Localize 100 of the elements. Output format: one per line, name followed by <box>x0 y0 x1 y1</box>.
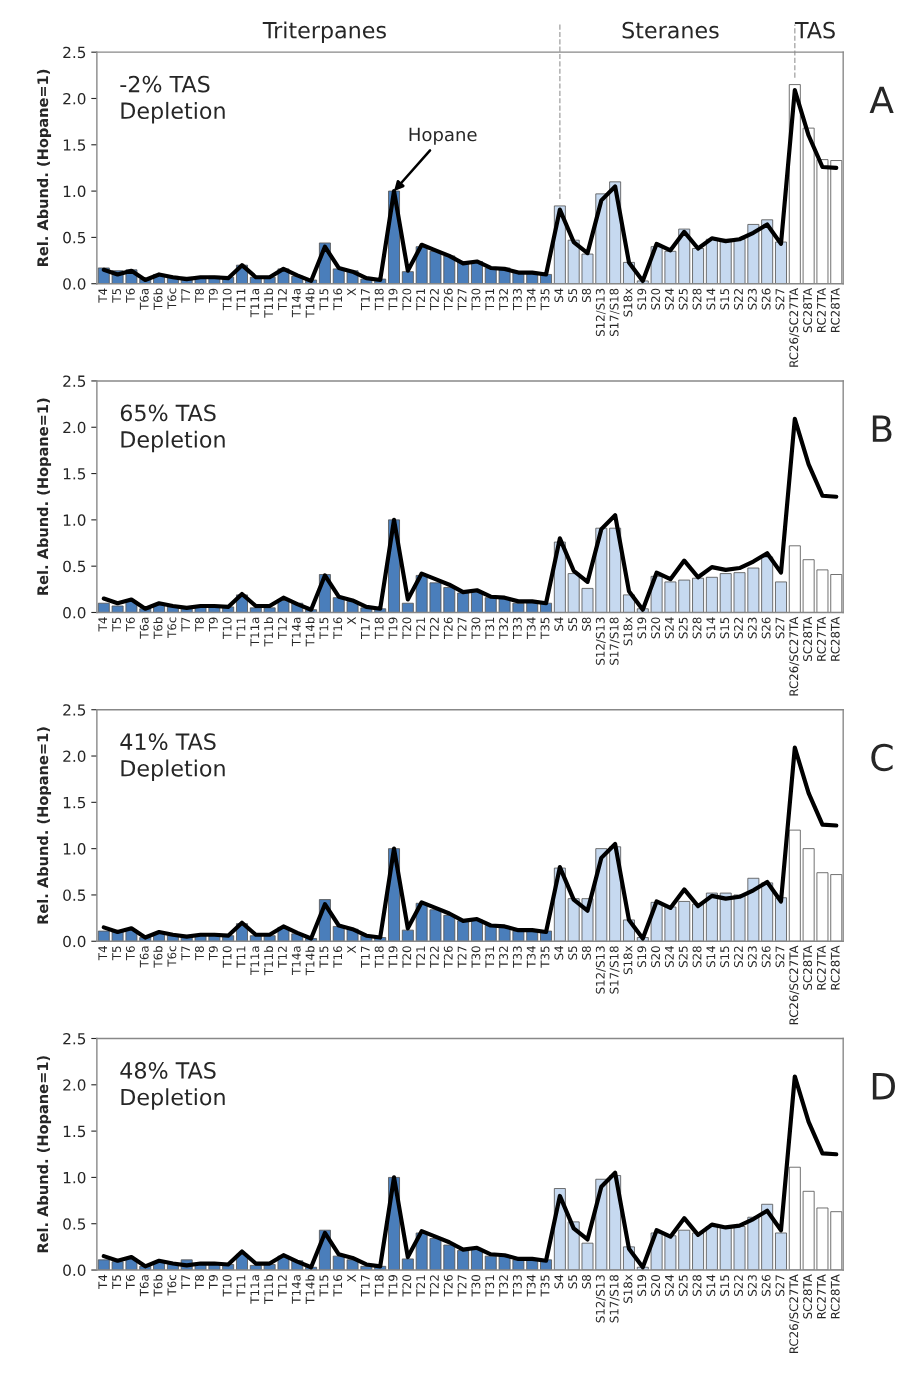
x-tick-label: T12 <box>277 946 287 968</box>
x-tick-label: S17/S18 <box>609 617 620 665</box>
y-tick-label: 0.0 <box>63 935 86 948</box>
x-tick-label: T30 <box>471 617 481 639</box>
x-tick-label: T21 <box>416 946 425 968</box>
x-tick-label: S24 <box>664 946 674 968</box>
bar <box>775 1232 787 1271</box>
x-tick-label: S26 <box>761 946 771 968</box>
x-tick-label: T7 <box>181 288 190 303</box>
x-tick-label: T21 <box>416 617 425 639</box>
x-tick-label: T32 <box>499 946 508 968</box>
x-tick-label: T9 <box>208 1275 218 1289</box>
y-tick-label: 2.5 <box>63 1032 86 1045</box>
x-tick-label: T20 <box>402 617 412 639</box>
x-tick-label: X <box>347 617 356 625</box>
x-tick-label: S8 <box>582 1275 591 1289</box>
x-tick-label: RC26/SC27TA <box>789 1274 800 1354</box>
x-tick-label: T6c <box>167 288 177 310</box>
x-tick-label: T34 <box>526 617 536 639</box>
x-tick-label: T27 <box>457 617 467 639</box>
x-tick-label: S12/S13 <box>595 288 606 337</box>
x-tick-label: T26 <box>443 1274 453 1297</box>
x-tick-label: T6c <box>167 1274 177 1296</box>
x-tick-label: S28 <box>692 617 702 639</box>
x-tick-label: T35 <box>540 1275 550 1297</box>
y-axis-title: Rel. Abund. (Hopane=1) <box>36 1056 52 1253</box>
x-tick-label: T14b <box>305 946 315 976</box>
text: B <box>872 415 892 442</box>
x-tick-label: T7 <box>181 1275 190 1289</box>
x-tick-label: T6c <box>167 946 177 967</box>
x-tick-label: S23 <box>747 946 757 968</box>
x-tick-label: T5 <box>112 1275 122 1289</box>
x-tick-label: T11a <box>250 1275 260 1304</box>
x-tick-label: T6a <box>139 946 149 968</box>
y-axis-title: Rel. Abund. (Hopane=1) <box>36 727 52 924</box>
x-tick-label: T6c <box>167 617 177 638</box>
x-tick-label: T14a <box>291 946 301 975</box>
y-tick-label: 2.0 <box>63 1079 86 1091</box>
x-tick-label: S12/S13 <box>595 946 606 994</box>
x-tick-label: T16 <box>333 617 343 639</box>
bar <box>692 248 705 284</box>
x-tick-label: T34 <box>526 946 536 968</box>
x-tick-label: T21 <box>416 288 425 311</box>
x-tick-label: T30 <box>471 288 481 311</box>
y-tick-label: 1.0 <box>63 514 86 526</box>
x-tick-label: T33 <box>512 946 522 968</box>
x-tick-label: RC26/SC27TA <box>789 945 800 1025</box>
x-tick-label: T7 <box>181 946 190 961</box>
x-tick-label: S20 <box>651 946 661 968</box>
x-tick-label: RC28TA <box>830 1274 840 1319</box>
x-tick-label: S25 <box>678 1275 688 1296</box>
x-tick-label: T17 <box>361 1275 370 1297</box>
x-tick-label: T21 <box>416 1275 425 1297</box>
x-tick-label: T31 <box>485 288 495 311</box>
x-tick-label: S27 <box>775 1275 785 1296</box>
x-tick-label: T22 <box>429 617 439 639</box>
x-tick-label: T27 <box>457 288 467 311</box>
x-tick-label: T11a <box>250 288 260 318</box>
x-tick-label: T32 <box>499 617 508 639</box>
x-tick-label: S20 <box>651 617 661 639</box>
x-tick-label: T8 <box>195 617 204 632</box>
y-tick-label: 0.0 <box>63 278 86 290</box>
x-tick-label: T19 <box>388 946 398 968</box>
x-tick-label: T11b <box>263 617 274 647</box>
x-tick-label: S27 <box>775 288 785 310</box>
x-tick-label: T35 <box>540 617 550 639</box>
x-tick-label: S15 <box>720 946 730 968</box>
x-tick-label: S5 <box>568 617 578 631</box>
x-tick-label: S27 <box>775 617 785 639</box>
x-tick-label: T4 <box>98 617 108 632</box>
x-tick-label: T14a <box>291 1275 301 1304</box>
x-tick-label: T12 <box>277 289 287 311</box>
x-tick-label: T6 <box>125 288 135 303</box>
x-tick-label: S4 <box>554 946 564 960</box>
x-tick-label: T31 <box>485 1275 495 1297</box>
text: A <box>869 86 894 114</box>
x-tick-label: T30 <box>471 1274 481 1297</box>
y-tick-label: 2.0 <box>63 750 86 763</box>
bar <box>775 581 787 613</box>
x-tick-label: S8 <box>582 617 591 631</box>
x-tick-label: S18x <box>623 288 633 317</box>
bar <box>705 238 718 284</box>
bar <box>705 576 718 613</box>
bar <box>705 892 718 942</box>
x-tick-label: T11 <box>236 288 246 311</box>
bar <box>692 903 705 942</box>
x-tick-label: T14b <box>305 1274 315 1304</box>
x-tick-label: T26 <box>443 617 453 639</box>
x-tick-label: T18 <box>374 1275 384 1297</box>
x-tick-label: T6a <box>139 1275 149 1297</box>
x-tick-label: T31 <box>485 946 495 968</box>
x-tick-label: S19 <box>637 1275 647 1296</box>
x-tick-label: T33 <box>512 1275 522 1297</box>
text: TAS <box>794 21 835 39</box>
x-tick-label: T33 <box>512 617 522 639</box>
x-tick-label: T19 <box>388 288 398 311</box>
x-tick-label: T6 <box>125 1274 135 1289</box>
x-tick-label: T18 <box>374 288 384 311</box>
bar <box>457 592 470 613</box>
x-tick-label: S19 <box>637 288 647 310</box>
